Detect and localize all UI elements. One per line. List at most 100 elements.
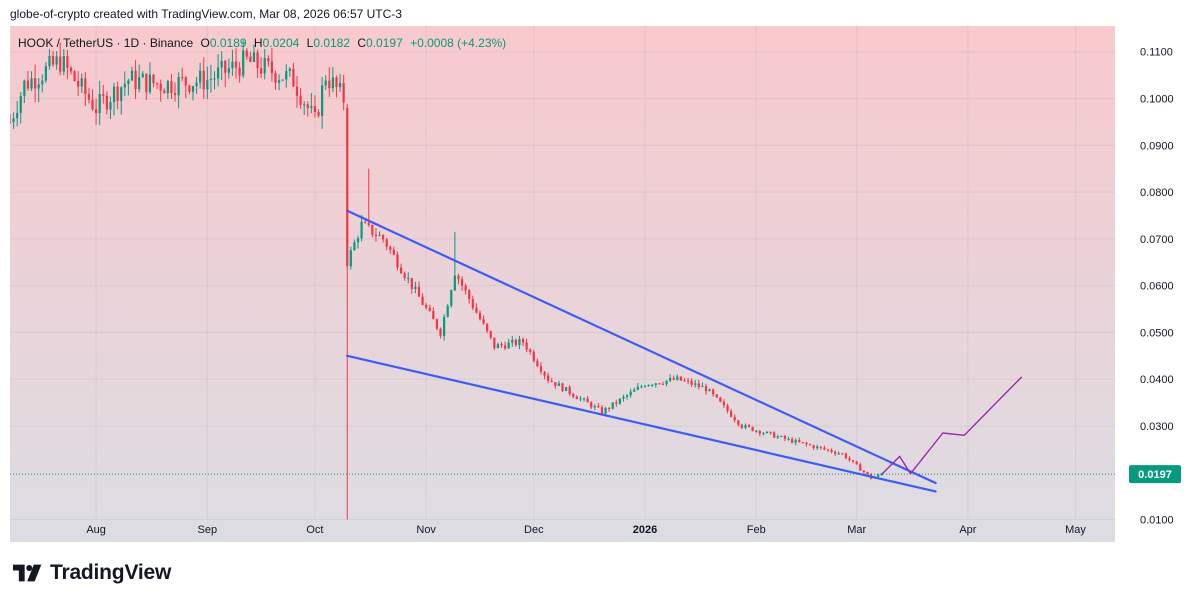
candle-body [392, 249, 395, 255]
candle-body [848, 458, 851, 461]
candle-body [834, 452, 837, 454]
candle-body [295, 86, 299, 96]
candle-body [428, 307, 431, 311]
candle-body [507, 342, 510, 349]
candle-body [783, 435, 787, 439]
candle-body [245, 50, 248, 57]
time-tick-label: Sep [198, 524, 218, 536]
candle-body [482, 319, 485, 324]
chart-frame[interactable]: 0.1100 0.1000 0.0900 0.0800 0.0700 0.0600 0.05… [10, 26, 1190, 542]
candle-body [841, 453, 844, 455]
candle-body [572, 393, 575, 397]
candle-body [747, 425, 751, 427]
candle-body [597, 406, 600, 408]
candle-body [152, 74, 155, 84]
candle-body [317, 111, 320, 116]
candle-body [496, 344, 500, 349]
time-tick-label: Feb [747, 524, 766, 536]
candle-body [94, 109, 98, 114]
candle-body [66, 56, 69, 68]
candle-body [134, 70, 137, 90]
price-chart[interactable]: 0.1100 0.1000 0.0900 0.0800 0.0700 0.0600 0.05… [10, 26, 1190, 542]
candle-body [163, 90, 166, 94]
candle-body [195, 82, 198, 87]
candle-body [464, 285, 467, 291]
candle-body [758, 430, 761, 434]
candle-body [364, 221, 367, 223]
candle-body [209, 79, 213, 81]
symbol-legend: HOOK / TetherUS · 1D · Binance O0.0189 H… [18, 36, 506, 50]
candle-body [862, 470, 865, 473]
candle-body [719, 397, 722, 402]
candle-body [625, 395, 629, 397]
candle-body [633, 389, 636, 392]
price-tick-label: 0.1100 [1140, 47, 1173, 59]
candle-body [417, 286, 421, 297]
candle-body [801, 442, 804, 444]
candle-body [446, 305, 449, 317]
candle-body [765, 431, 769, 434]
candle-body [73, 71, 76, 82]
time-axis[interactable]: Aug Sep Oct Nov Dec 2026 Feb Mar Apr May [86, 524, 1086, 536]
candle-body [356, 238, 360, 243]
candle-body [439, 328, 442, 337]
candle-body [640, 386, 643, 388]
candle-body [191, 86, 195, 92]
symbol-name[interactable]: HOOK / TetherUS · 1D · Binance [18, 36, 194, 50]
candles [10, 40, 883, 520]
candle-body [23, 80, 26, 96]
candle-body [55, 56, 58, 65]
candle-body [586, 398, 589, 403]
close-value: 0.0197 [366, 36, 403, 50]
candle-body [819, 446, 822, 448]
price-tick-label: 0.0400 [1140, 374, 1174, 386]
candle-body [647, 385, 650, 387]
candle-body [812, 445, 815, 449]
candle-body [697, 383, 700, 387]
candle-body [220, 60, 223, 68]
candle-body [855, 461, 858, 465]
time-tick-label: Mar [847, 524, 866, 536]
candle-body [471, 299, 474, 308]
candle-body [755, 430, 758, 432]
candle-body [762, 433, 765, 435]
candle-body [30, 78, 33, 89]
tradingview-brand[interactable]: TradingView [12, 561, 171, 585]
candle-body [712, 389, 715, 395]
candle-body [564, 387, 568, 391]
time-tick-label: Nov [416, 524, 436, 536]
candle-body [672, 378, 675, 380]
candle-body [489, 330, 492, 338]
candle-body [306, 104, 309, 109]
candle-body [242, 50, 245, 76]
candle-body [173, 93, 177, 96]
candle-body [550, 380, 553, 383]
candle-body [188, 85, 191, 92]
candle-body [120, 87, 123, 101]
time-tick-label: May [1065, 524, 1086, 536]
candle-body [367, 222, 370, 225]
candle-body [378, 235, 381, 237]
time-tick-label: Dec [524, 524, 544, 536]
candle-body [708, 389, 711, 392]
candle-body [59, 56, 62, 72]
candle-body [216, 67, 220, 79]
price-axis[interactable]: 0.1100 0.1000 0.0900 0.0800 0.0700 0.0600 0.05… [1129, 47, 1181, 527]
price-scale-background [1115, 26, 1190, 542]
candle-body [529, 349, 532, 352]
time-tick-label: 2026 [633, 524, 657, 536]
candle-body [41, 80, 44, 85]
candle-body [159, 83, 162, 91]
candle-body [475, 307, 478, 313]
candle-body [184, 77, 187, 86]
candle-body [877, 474, 880, 477]
candle-body [130, 70, 134, 81]
candle-body [321, 85, 324, 116]
candle-body [263, 58, 266, 74]
candle-body [166, 81, 169, 94]
close-label: C [357, 36, 367, 50]
candle-body [618, 398, 622, 404]
candle-body [773, 432, 776, 438]
candle-body [238, 67, 241, 76]
candle-body [234, 61, 238, 68]
